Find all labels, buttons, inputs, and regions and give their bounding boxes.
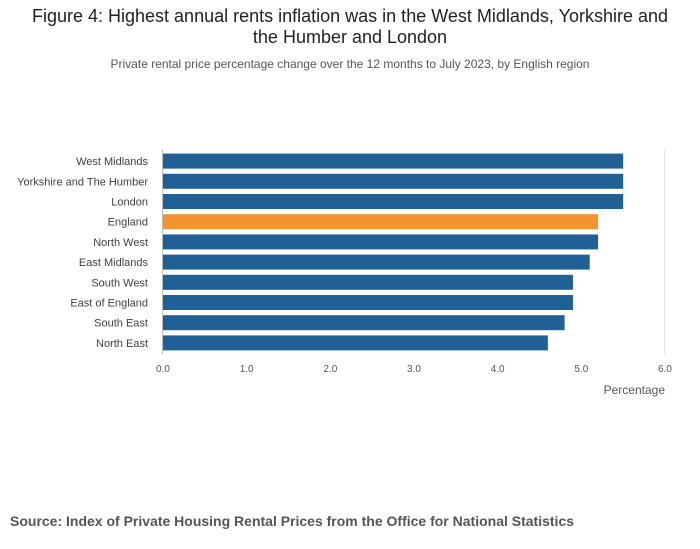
x-tick-label: 3.0 bbox=[407, 364, 421, 375]
bar-east-of-england bbox=[163, 295, 573, 310]
bar-yorkshire-and-the-humber bbox=[163, 173, 624, 189]
category-label-london: London bbox=[111, 197, 148, 209]
bar-south-east bbox=[163, 315, 565, 331]
x-tick-label: 6.0 bbox=[658, 364, 672, 375]
x-axis-label: Percentage bbox=[604, 383, 666, 397]
category-label-england: England bbox=[108, 217, 148, 229]
source-note: Source: Index of Private Housing Rental … bbox=[10, 513, 575, 529]
x-tick-labels-group: 0.0 1.0 2.0 3.0 4.0 5.0 6.0 bbox=[156, 364, 672, 375]
bar-north-west bbox=[163, 234, 599, 250]
x-tick-label: 2.0 bbox=[323, 364, 337, 375]
bar-england bbox=[163, 214, 599, 230]
category-label-yorkshire-and-the-humber: Yorkshire and The Humber bbox=[17, 176, 148, 188]
bar-east-midlands bbox=[163, 254, 590, 270]
category-label-east-of-england: East of England bbox=[70, 298, 148, 310]
bars-group bbox=[163, 153, 624, 351]
bar-south-west bbox=[163, 274, 573, 290]
bar-west-midlands bbox=[163, 153, 624, 169]
x-tick-label: 1.0 bbox=[240, 364, 254, 375]
category-label-north-east: North East bbox=[96, 338, 148, 350]
category-label-north-west: North West bbox=[93, 237, 148, 249]
category-label-west-midlands: West Midlands bbox=[76, 156, 148, 168]
bar-london bbox=[163, 194, 624, 209]
category-label-east-midlands: East Midlands bbox=[79, 257, 149, 269]
bar-north-east bbox=[163, 335, 548, 351]
x-tick-label: 5.0 bbox=[574, 364, 588, 375]
category-label-south-west: South West bbox=[91, 277, 148, 289]
chart-title: Figure 4: Highest annual rents inflation… bbox=[31, 6, 669, 47]
category-label-south-east: South East bbox=[94, 318, 148, 330]
x-tick-label: 0.0 bbox=[156, 364, 170, 375]
x-tick-label: 4.0 bbox=[491, 364, 505, 375]
chart-subtitle: Private rental price percentage change o… bbox=[110, 57, 590, 71]
category-labels-group: West Midlands Yorkshire and The Humber Lon… bbox=[17, 156, 148, 350]
